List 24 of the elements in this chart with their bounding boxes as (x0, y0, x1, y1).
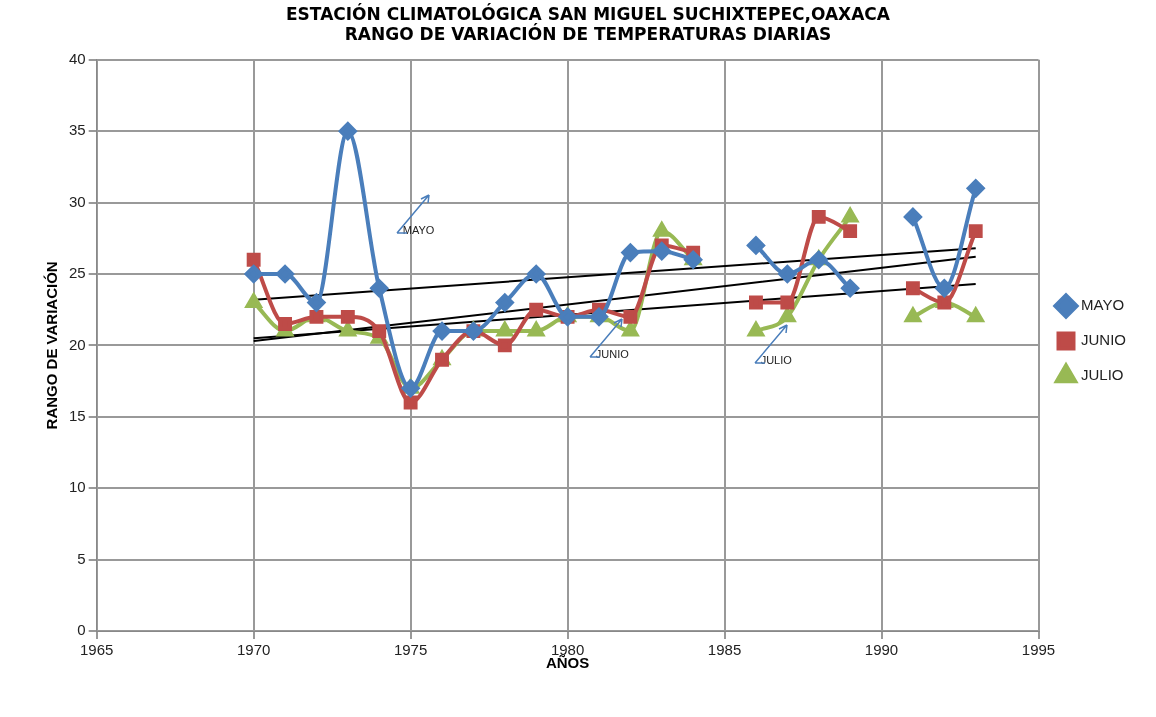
legend-label: JUNIO (1081, 331, 1126, 349)
y-tick-label: 0 (77, 621, 86, 639)
x-tick-label: 1970 (236, 641, 271, 659)
x-tick-label: 1975 (393, 641, 428, 659)
annotation: MAYO (402, 224, 435, 237)
y-axis-title: RANGO DE VARIACIÓN (43, 261, 61, 430)
annotation: JULIO (760, 353, 793, 366)
y-tick-label: 25 (69, 264, 86, 282)
y-tick-label: 40 (69, 49, 86, 67)
y-tick-label: 20 (69, 335, 86, 353)
y-tick-label: 5 (77, 549, 86, 567)
x-tick-label: 1990 (864, 641, 899, 659)
text: RANGO DE VARIACIÓN DE TEMPERATURAS DIARIAS (344, 24, 832, 45)
legend-label: MAYO (1081, 296, 1125, 314)
y-tick-label: 15 (69, 406, 86, 424)
x-tick-label: 1995 (1021, 641, 1056, 659)
y-tick-label: 10 (69, 478, 86, 496)
text: ESTACIÓN CLIMATOLÓGICA SAN MIGUEL SUCHIXTEPEC,OAXACA (286, 3, 890, 24)
legend-label: JULIO (1081, 366, 1124, 384)
x-tick-label: 1965 (80, 641, 114, 659)
y-tick-label: 30 (69, 192, 86, 210)
x-tick-label: 1985 (707, 641, 742, 659)
y-tick-label: 35 (69, 121, 86, 139)
annotation: JUNIO (595, 348, 630, 361)
